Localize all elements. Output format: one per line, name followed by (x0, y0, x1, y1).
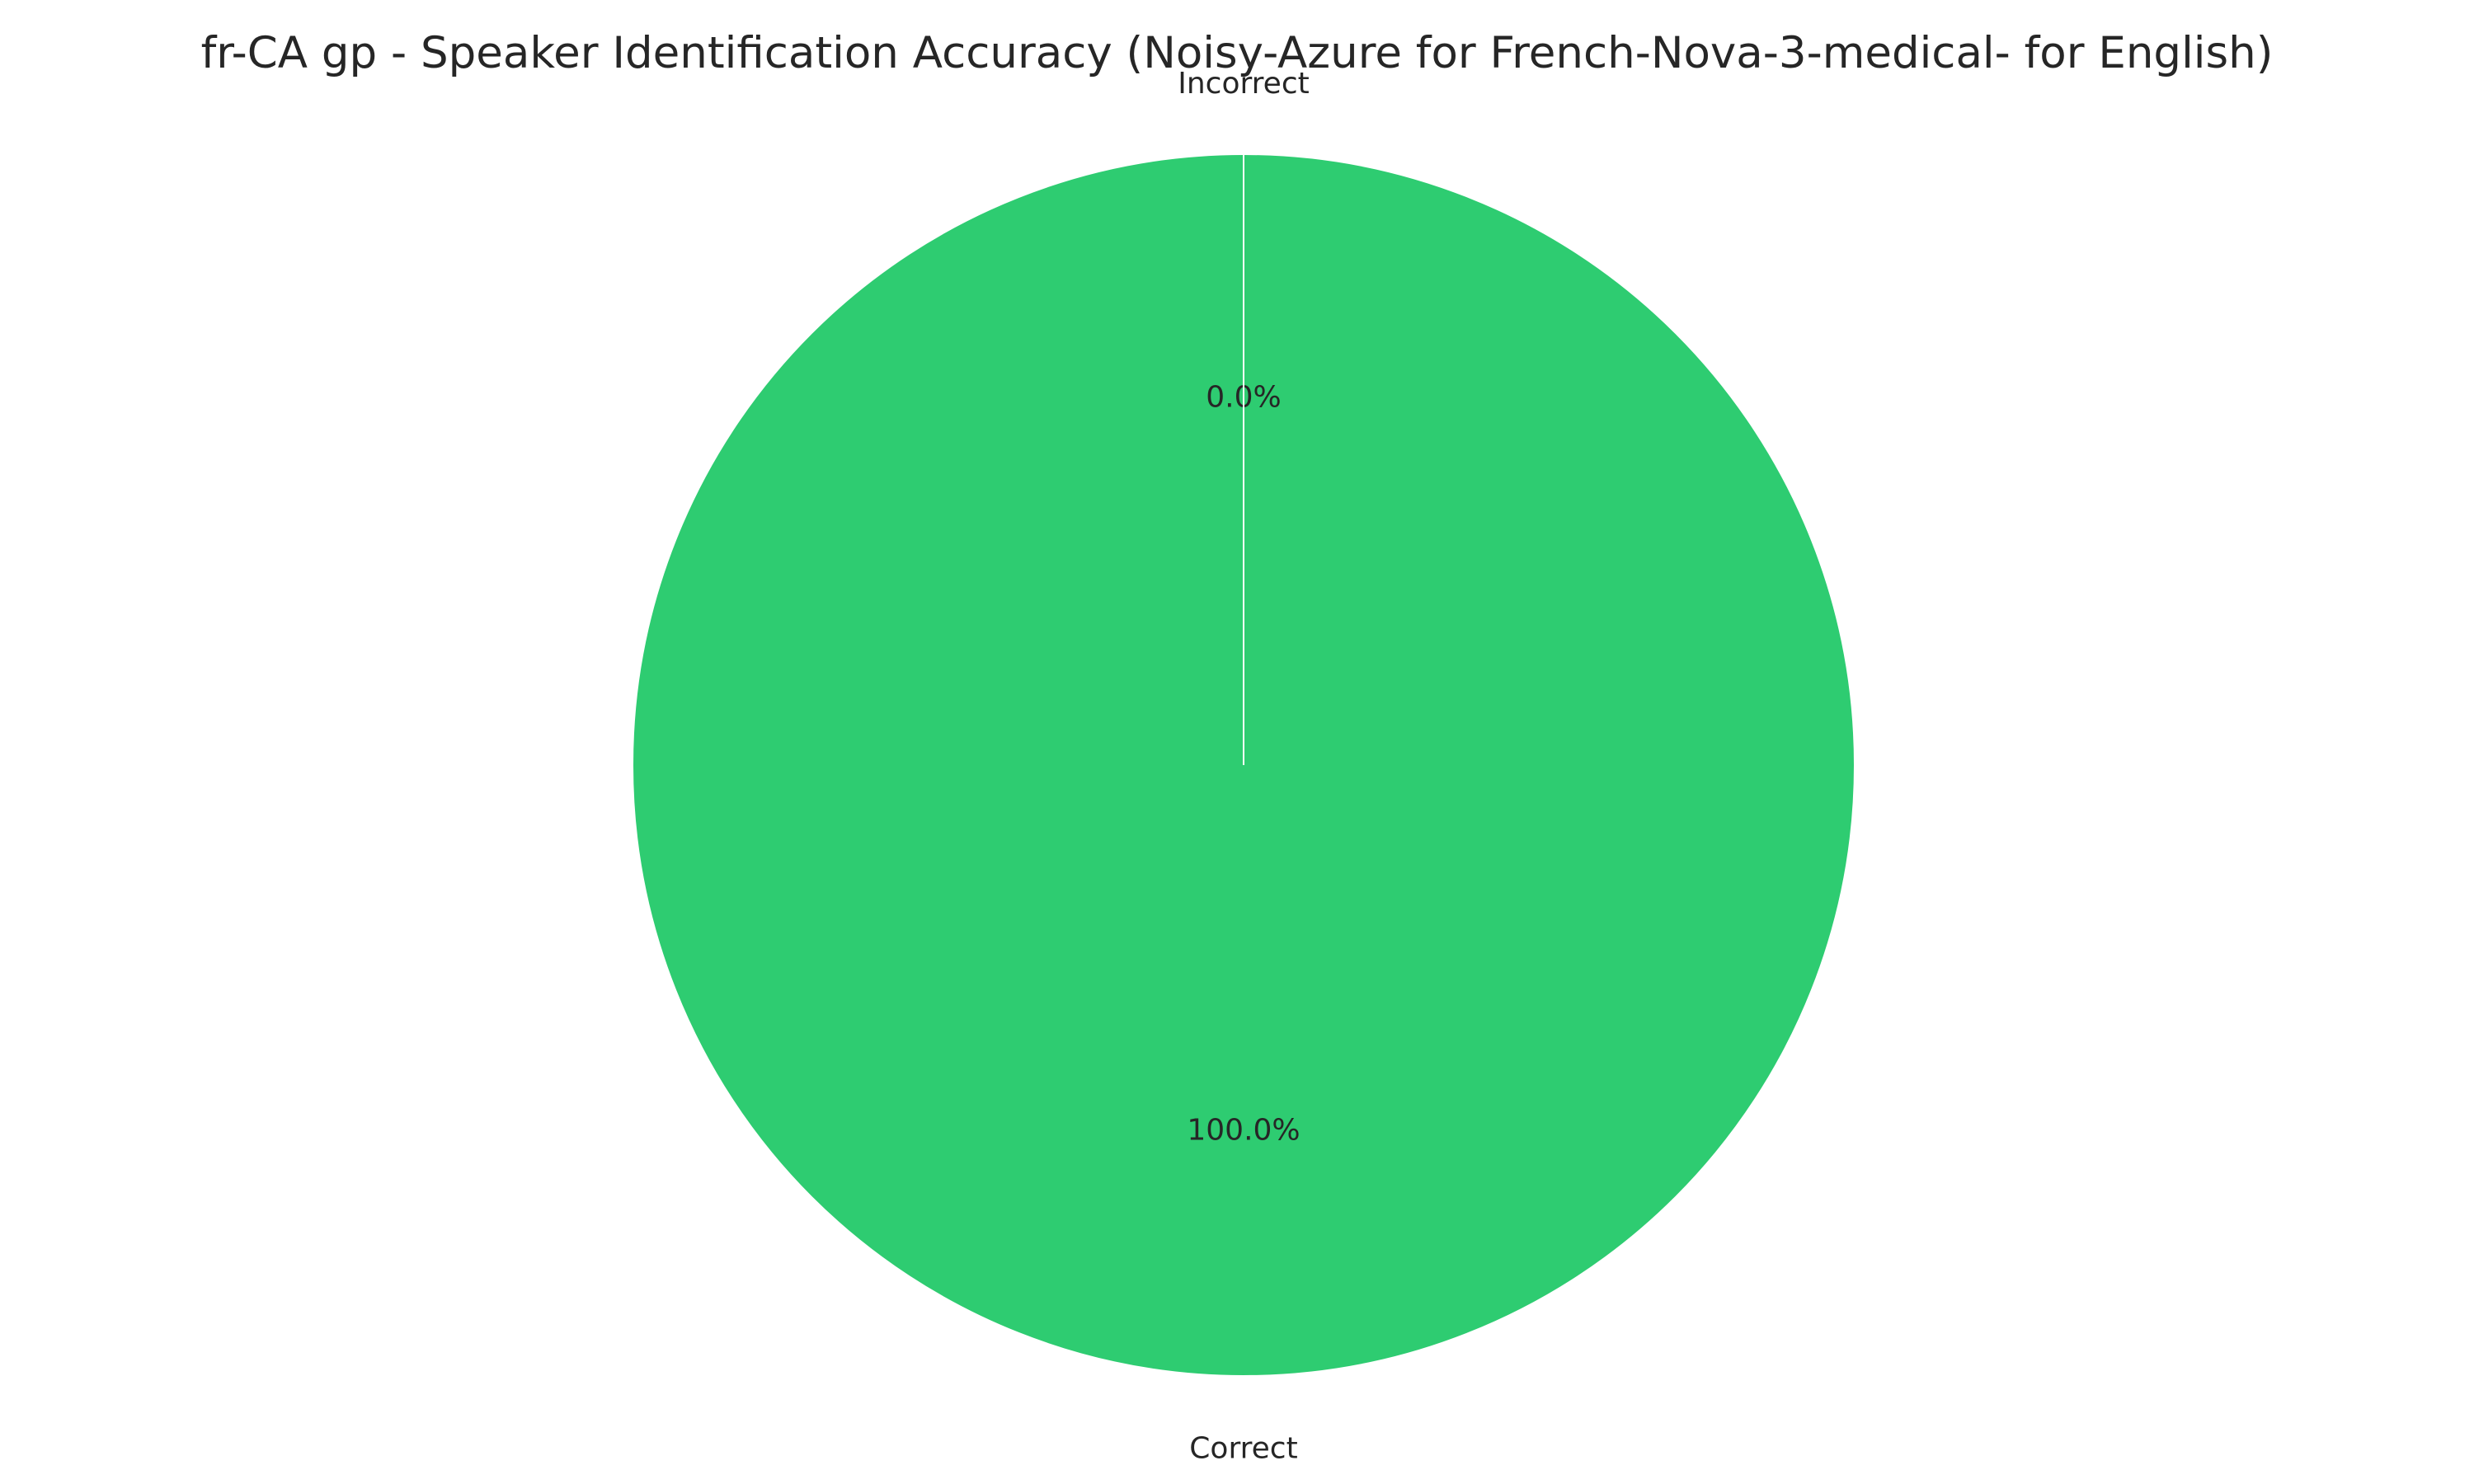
slice-label-incorrect: Incorrect (1178, 67, 1310, 101)
slice-pct-correct: 100.0% (1187, 1114, 1300, 1148)
chart-title: fr-CA gp - Speaker Identification Accura… (201, 28, 2274, 78)
slice-label-correct: Correct (1189, 1432, 1297, 1466)
